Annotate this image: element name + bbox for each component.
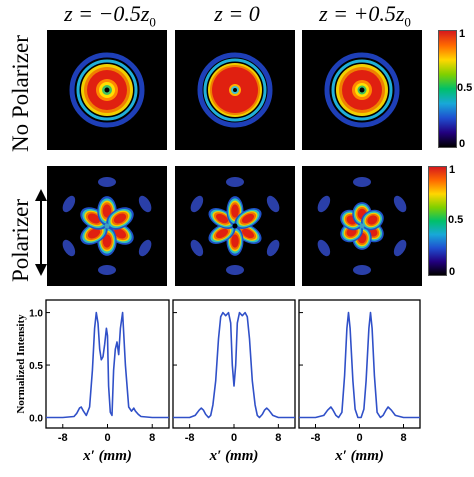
outer-lobe [393, 239, 407, 257]
x-axis-label: x′ (mm) [82, 448, 132, 464]
center-spot [104, 223, 110, 229]
column-header-3: z = +0.5z0 [300, 1, 430, 35]
column-header-1-sub: 0 [149, 14, 156, 30]
colorbar-top [438, 30, 457, 148]
petal [234, 208, 262, 229]
y-tick-label: 1.0 [29, 309, 43, 320]
y-axis-label: Normalized Intensity [15, 314, 27, 414]
outer-lobe [317, 239, 331, 257]
column-header-3-sub: 0 [404, 14, 411, 30]
outer-lobe [62, 195, 76, 213]
y-tick-label: 0.5 [29, 361, 43, 372]
x-tick-label: 8 [400, 432, 406, 444]
plot-frame [172, 299, 296, 429]
x-axis-label: x′ (mm) [209, 448, 259, 464]
series-line [46, 311, 169, 419]
x-tick-label: 0 [104, 432, 110, 444]
outer-lobe [98, 177, 116, 187]
series-line [173, 311, 295, 419]
outer-lobe [226, 177, 244, 187]
column-header-2-text: z = 0 [214, 1, 260, 26]
outer-lobe [317, 195, 331, 213]
column-header-2: z = 0 [172, 1, 302, 27]
colorbar-top-tick-05: 0.5 [457, 82, 473, 94]
intensity-map-no-polarizer-z-pos [302, 30, 422, 150]
x-tick-label: 0 [356, 432, 362, 444]
colorbar-middle [428, 166, 447, 276]
outer-lobe [266, 239, 280, 257]
outer-lobe [353, 177, 371, 187]
outer-lobe [138, 239, 152, 257]
y-tick-label: 0.0 [29, 414, 43, 425]
intensity-map-polarizer-z-neg [47, 166, 167, 286]
plot-frame [298, 299, 421, 429]
x-tick-label: 0 [231, 432, 237, 444]
outer-lobe [190, 195, 204, 213]
x-tick-label: -8 [185, 432, 195, 444]
intensity-map-no-polarizer-z-neg [47, 30, 167, 150]
series-line [299, 311, 420, 419]
outer-lobe [138, 195, 152, 213]
colorbar-top-tick-1: 1 [459, 28, 466, 40]
outer-lobe [266, 195, 280, 213]
outer-lobe [393, 195, 407, 213]
center-spot [359, 223, 365, 229]
x-tick-label: 8 [149, 432, 155, 444]
outer-lobe [353, 265, 371, 275]
column-header-3-text: z = +0.5z [319, 1, 405, 26]
colorbar-top-tick-0: 0 [459, 138, 466, 150]
intensity-map-polarizer-z-0 [175, 166, 295, 286]
column-header-1: z = −0.5z0 [45, 1, 175, 35]
x-tick-label: -8 [311, 432, 321, 444]
center-spot [232, 223, 238, 229]
colorbar-middle-tick-0: 0 [449, 266, 456, 278]
outer-lobe [190, 239, 204, 257]
intensity-map-no-polarizer-z-0 [175, 30, 295, 150]
column-header-1-text: z = −0.5z [64, 1, 150, 26]
petal [361, 209, 384, 231]
x-tick-label: -8 [58, 432, 68, 444]
x-axis-label: x′ (mm) [334, 448, 384, 464]
petal [106, 207, 134, 230]
outer-lobe [98, 265, 116, 275]
x-tick-label: 8 [275, 432, 281, 444]
colorbar-middle-tick-05: 0.5 [448, 214, 464, 226]
intensity-map-polarizer-z-pos [302, 166, 422, 286]
outer-lobe [226, 265, 244, 275]
outer-lobe [62, 239, 76, 257]
colorbar-middle-tick-1: 1 [449, 164, 456, 176]
